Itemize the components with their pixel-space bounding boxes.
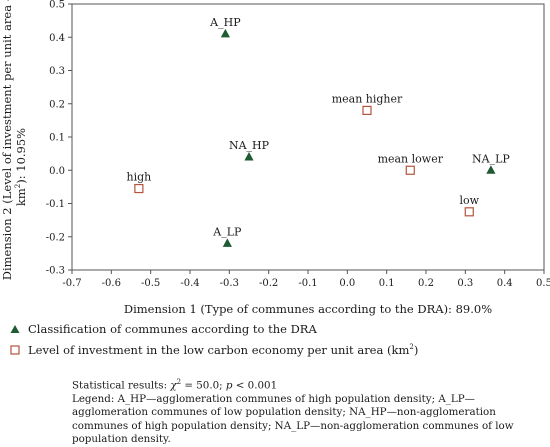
point-label: A_HP <box>209 16 241 29</box>
y-tick-label: -0.3 <box>46 266 65 277</box>
legend-label-investment-sup: 2 <box>409 343 414 352</box>
legend-item-investment: Level of investment in the low carbon ec… <box>8 343 418 357</box>
square-marker-icon <box>8 345 22 355</box>
x-tick-label: 0.1 <box>379 278 395 289</box>
chi-sup: 2 <box>176 378 182 386</box>
y-tick-label: 0.4 <box>49 33 65 44</box>
legend-label-investment: Level of investment in the low carbon ec… <box>28 343 418 357</box>
point-label: low <box>459 194 479 207</box>
y-axis-title: Dimension 2 (Level of investment per uni… <box>0 0 28 280</box>
statistical-results: Statistical results: χ2 = 50.0; p < 0.00… <box>72 376 542 393</box>
x-tick-label: 0.4 <box>497 278 513 289</box>
y-axis-title-sup: 2 <box>14 184 22 188</box>
legend-label-dra: Classification of communes according to … <box>28 322 317 336</box>
point-label: NA_LP <box>472 152 510 165</box>
chart: -0.7 -0.6 -0.5 -0.4 -0.3 -0.2 -0.1 0.0 0.1 0.2 0.3… <box>0 0 550 316</box>
x-tick-label: 0.3 <box>457 278 473 289</box>
triangle-point <box>220 28 230 38</box>
legend-label-investment-main: Level of investment in the low carbon ec… <box>28 343 410 357</box>
triangle-point <box>244 151 254 161</box>
x-tick-label: 0.2 <box>418 278 434 289</box>
square-point <box>405 165 415 175</box>
x-tick-label: -0.1 <box>298 278 317 289</box>
y-axis-title-unit: km <box>14 188 28 206</box>
p-value: < 0.001 <box>232 379 278 392</box>
x-tick-label: -0.6 <box>102 278 121 289</box>
y-tick-label: 0.5 <box>49 0 65 11</box>
point-label: A_LP <box>212 225 242 238</box>
point-label: mean lower <box>378 152 444 165</box>
triangle-marker-icon <box>8 324 22 334</box>
legend-text: Legend: A_HP—agglomeration communes of h… <box>72 392 514 446</box>
x-tick-label: 0.5 <box>536 278 550 289</box>
y-tick-label: 0.0 <box>49 166 65 177</box>
x-tick-label: -0.3 <box>220 278 239 289</box>
y-tick-label: 0.3 <box>49 66 65 77</box>
y-tick-label: -0.2 <box>46 232 65 243</box>
square-point <box>362 105 372 116</box>
y-axis-title-main: Dimension 2 (Level of investment per uni… <box>0 0 14 280</box>
y-tick-label: 0.2 <box>49 99 65 110</box>
y-tick-label: 0.1 <box>49 133 65 144</box>
point-label: mean higher <box>332 92 403 105</box>
triangle-point <box>222 238 232 247</box>
statistics-block: Statistical results: χ2 = 50.0; p < 0.00… <box>72 376 542 447</box>
plot-frame <box>71 3 545 271</box>
square-point <box>134 183 144 194</box>
x-axis-title: Dimension 1 (Type of communes according … <box>124 302 492 316</box>
y-axis-title-tail: ): 10.95% <box>14 128 28 184</box>
p-symbol: p <box>225 379 233 392</box>
triangle-point <box>486 165 496 174</box>
legend-item-dra: Classification of communes according to … <box>8 322 317 336</box>
point-label: NA_HP <box>229 139 270 152</box>
x-tick-label: -0.7 <box>62 278 81 289</box>
stats-prefix: Statistical results: <box>72 379 171 392</box>
x-tick-label: 0.0 <box>339 278 355 289</box>
chi-symbol: χ <box>170 379 177 392</box>
data-points: A_HP NA_HP NA_LP A_LP mean higher mean lower h… <box>126 16 510 247</box>
point-label: high <box>126 171 151 184</box>
y-axis-ticks: 0.5 0.4 0.3 0.2 0.1 0.0 -0.1 -0.2 -0.3 <box>46 0 72 277</box>
x-tick-label: -0.4 <box>180 278 199 289</box>
square-point <box>464 207 474 217</box>
legend-label-investment-tail: ) <box>413 343 419 357</box>
chi-value: = 50.0; <box>181 379 226 392</box>
x-axis-ticks: -0.7 -0.6 -0.5 -0.4 -0.3 -0.2 -0.1 0.0 0.1 0.2 0.3… <box>62 270 550 289</box>
x-tick-label: -0.5 <box>141 278 160 289</box>
y-tick-label: -0.1 <box>46 199 65 210</box>
x-tick-label: -0.2 <box>259 278 278 289</box>
